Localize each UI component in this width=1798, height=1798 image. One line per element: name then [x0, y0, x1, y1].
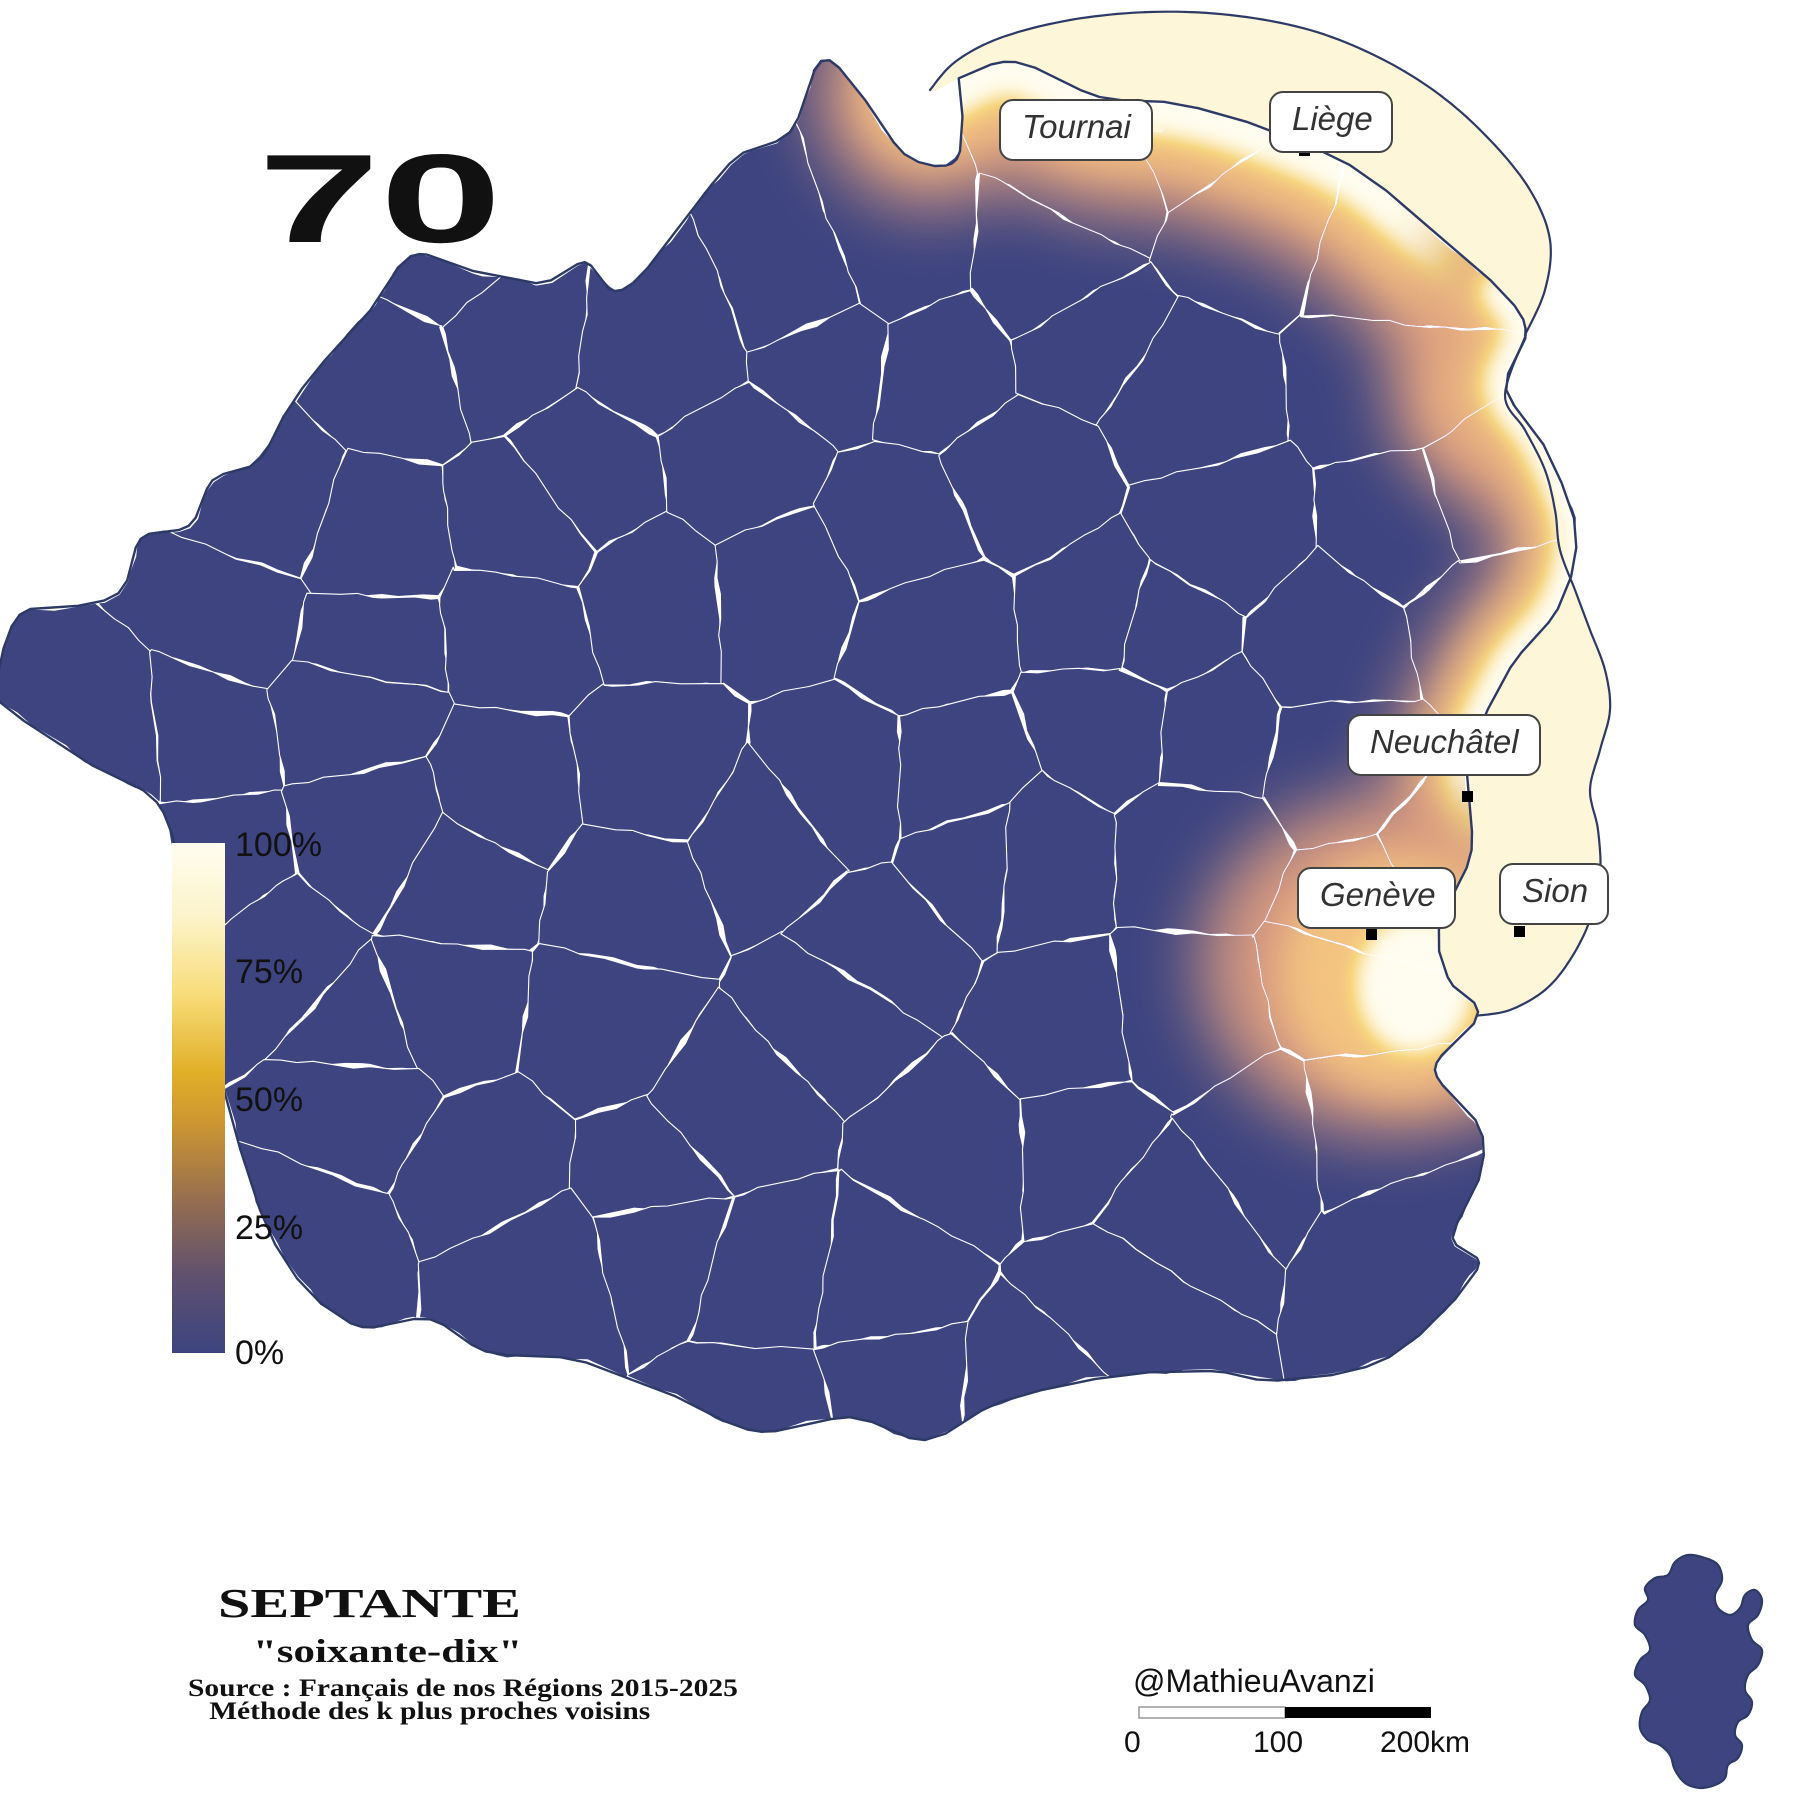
svg-text:50%: 50% — [235, 1081, 303, 1119]
svg-text:0%: 0% — [235, 1334, 284, 1372]
svg-text:Sion: Sion — [1522, 872, 1588, 909]
svg-text:70: 70 — [258, 128, 502, 269]
svg-text:SEPTANTE: SEPTANTE — [218, 1580, 521, 1626]
svg-text:75%: 75% — [235, 953, 303, 991]
svg-text:@MathieuAvanzi: @MathieuAvanzi — [1133, 1663, 1375, 1699]
svg-text:0: 0 — [1124, 1726, 1141, 1759]
svg-text:100: 100 — [1253, 1726, 1303, 1759]
svg-text:Tournai: Tournai — [1022, 108, 1133, 145]
svg-text:Méthode des k plus proches voi: Méthode des k plus proches voisins — [209, 1697, 650, 1724]
svg-text:100%: 100% — [235, 826, 322, 864]
svg-text:25%: 25% — [235, 1209, 303, 1247]
svg-text:Liège: Liège — [1292, 100, 1373, 137]
svg-text:200km: 200km — [1380, 1726, 1470, 1759]
svg-text:Genève: Genève — [1320, 876, 1436, 913]
svg-text:Neuchâtel: Neuchâtel — [1370, 723, 1520, 760]
svg-text:"soixante-dix": "soixante-dix" — [253, 1634, 522, 1670]
